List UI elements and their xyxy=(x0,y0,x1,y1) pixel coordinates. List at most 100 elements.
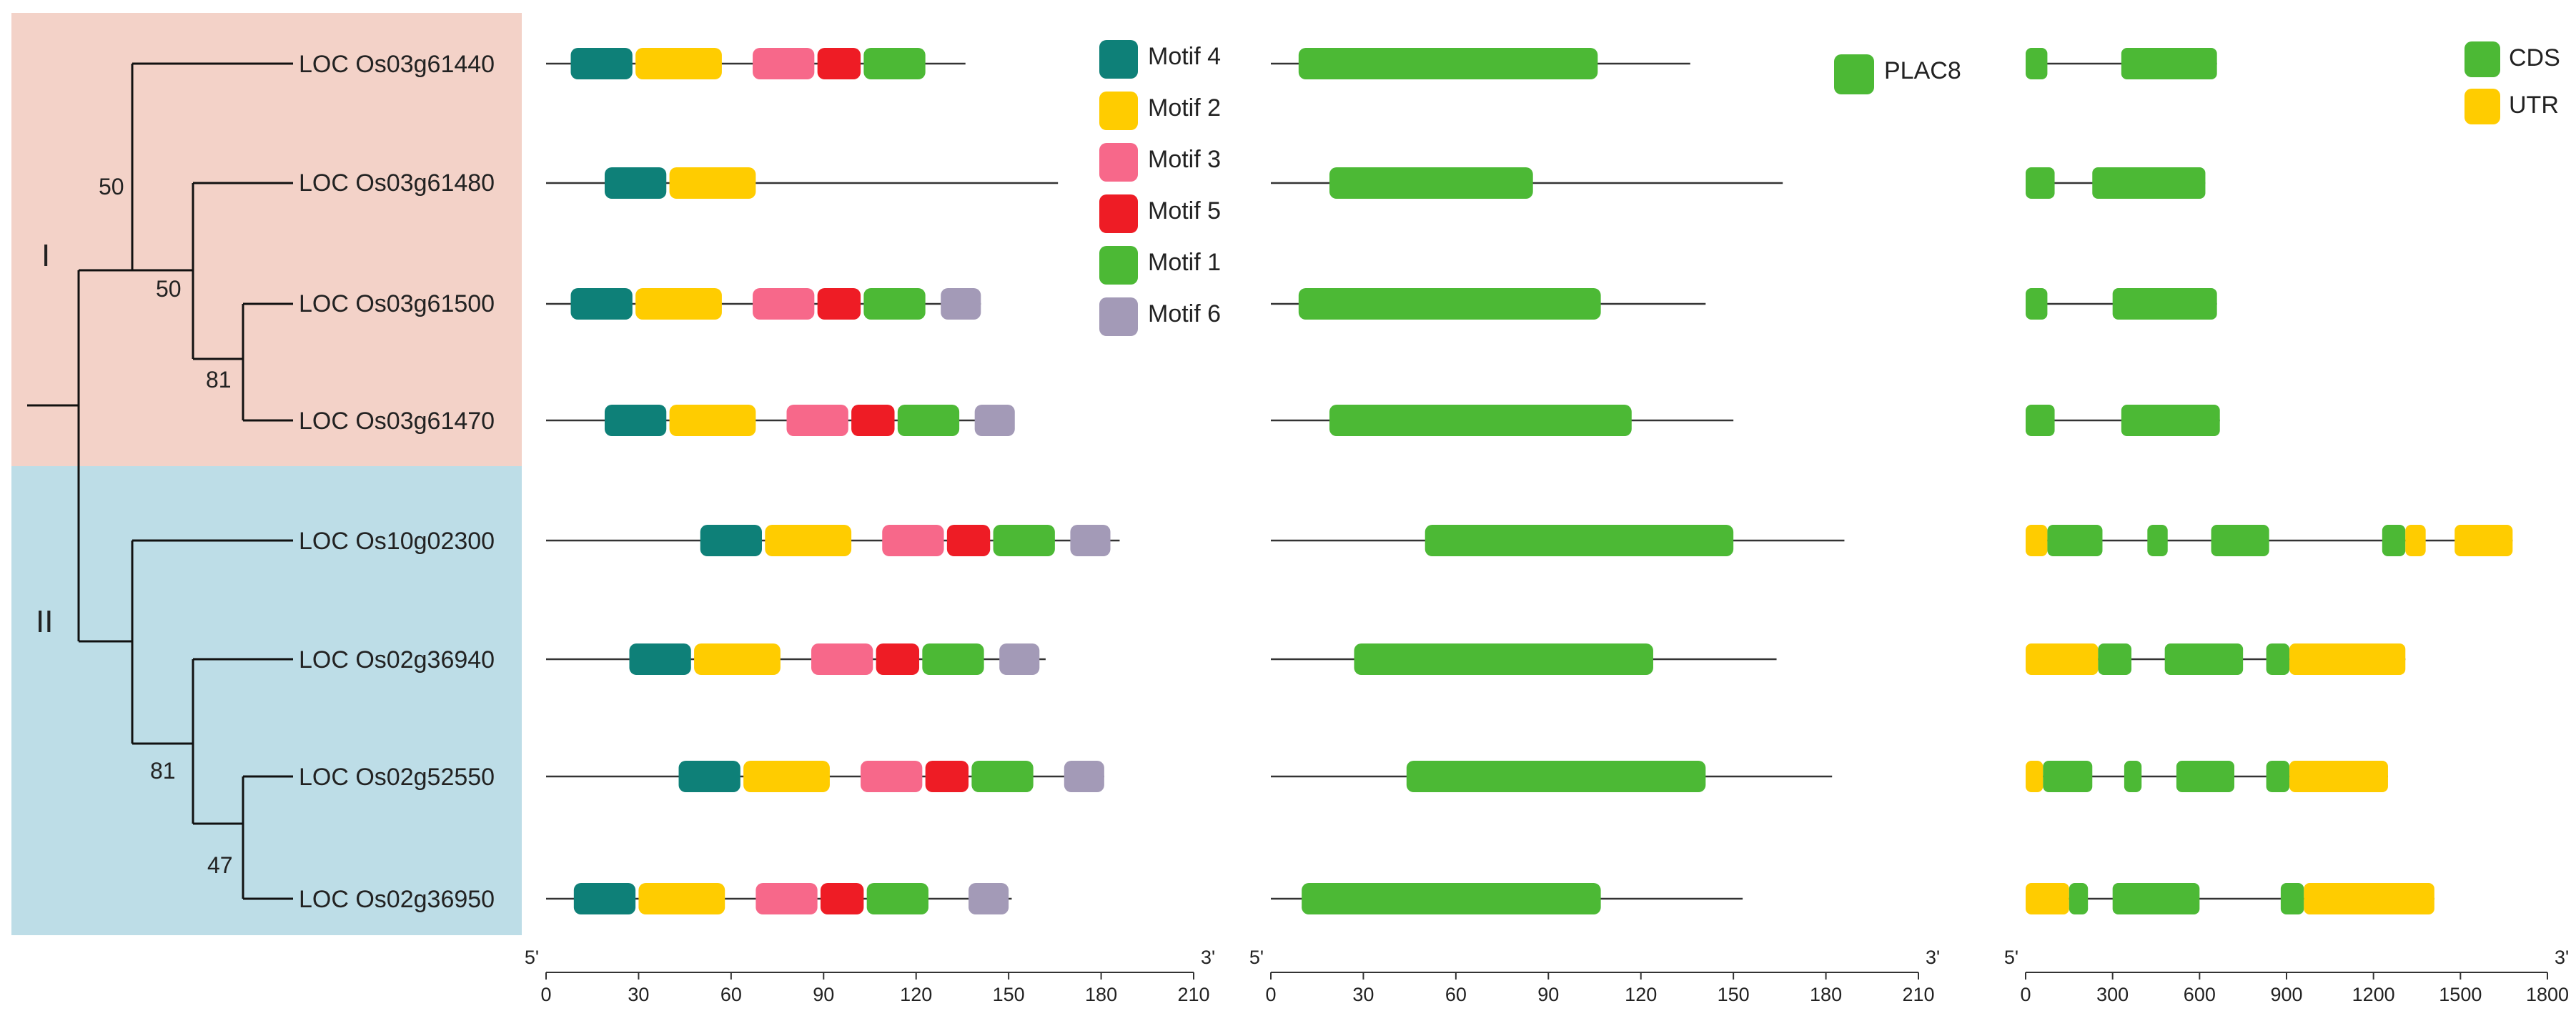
motif-6-legend-label: Motif 6 xyxy=(1148,300,1221,327)
motif-box xyxy=(700,525,762,556)
utr-exon xyxy=(2026,883,2069,914)
axis-tick-label: 30 xyxy=(628,984,649,1005)
axis-tick-label: 210 xyxy=(1902,984,1934,1005)
motif-box xyxy=(694,643,781,675)
motif-2-legend-label: Motif 2 xyxy=(1148,94,1221,122)
motif-box xyxy=(629,643,691,675)
motif-box xyxy=(786,405,848,436)
utr-exon xyxy=(2304,883,2434,914)
five-prime-label: 5' xyxy=(1249,947,1264,968)
gene-label: LOC Os02g36950 xyxy=(299,886,495,913)
axis-tick-label: 150 xyxy=(1718,984,1750,1005)
cds-exon xyxy=(2121,48,2217,79)
axis-tick-label: 120 xyxy=(900,984,932,1005)
utr-exon xyxy=(2289,761,2388,792)
plac8-domain-box xyxy=(1329,405,1632,436)
utr-exon xyxy=(2405,525,2426,556)
cds-exon xyxy=(2382,525,2406,556)
motif-5-swatch xyxy=(1099,194,1138,233)
cds-exon xyxy=(2164,643,2244,675)
motif-box xyxy=(765,525,852,556)
three-prime-label: 3' xyxy=(1926,947,1940,968)
motif-box xyxy=(753,288,815,320)
axis-tick-label: 1500 xyxy=(2439,984,2482,1005)
three-prime-label: 3' xyxy=(2555,947,2569,968)
cds-exon xyxy=(2112,883,2200,914)
five-prime-label: 5' xyxy=(2004,947,2018,968)
motif-box xyxy=(946,525,991,556)
plac8-domain-box xyxy=(1298,288,1601,320)
cds-exon xyxy=(2176,761,2234,792)
cds-exon xyxy=(2112,288,2217,320)
cds-exon xyxy=(2026,288,2048,320)
motif-box xyxy=(999,643,1040,675)
motif-4-legend-label: Motif 4 xyxy=(1148,43,1221,70)
cds-exon xyxy=(2026,405,2055,436)
clade-i-background xyxy=(11,13,522,466)
motif-panel: 0 30 60 90 120 150 180 210 5' 3' xyxy=(525,48,1215,1005)
plac8-domain-box xyxy=(1406,761,1706,792)
motif-box xyxy=(1064,761,1104,792)
cds-exon xyxy=(2069,883,2089,914)
motif-box xyxy=(922,643,984,675)
phylogenetic-tree xyxy=(27,62,293,900)
utr-swatch xyxy=(2464,89,2500,124)
utr-exon xyxy=(2289,643,2406,675)
axis-tick-label: 1800 xyxy=(2526,984,2569,1005)
axis-tick-label: 180 xyxy=(1085,984,1117,1005)
motif-box xyxy=(897,405,960,436)
motif-box xyxy=(743,761,830,792)
utr-exon xyxy=(2454,525,2513,556)
axis-tick-label: 60 xyxy=(1445,984,1467,1005)
cds-exon xyxy=(2147,525,2168,556)
motif-box xyxy=(866,883,928,914)
gene-label: LOC Os02g52550 xyxy=(299,764,495,791)
five-prime-label: 5' xyxy=(525,947,539,968)
gene-label: LOC Os10g02300 xyxy=(299,528,495,555)
motif-box xyxy=(974,405,1015,436)
motif-box xyxy=(817,288,861,320)
motif-box xyxy=(753,48,815,79)
axis-tick-label: 120 xyxy=(1625,984,1657,1005)
axis-tick-label: 210 xyxy=(1177,984,1209,1005)
gene-label: LOC Os03g61440 xyxy=(299,51,495,78)
axis-tick-label: 60 xyxy=(720,984,742,1005)
motif-6-swatch xyxy=(1099,297,1138,336)
axis-tick-label: 30 xyxy=(1352,984,1374,1005)
motif-5-legend-label: Motif 5 xyxy=(1148,197,1221,225)
motif-box xyxy=(604,167,667,199)
motif-box xyxy=(817,48,861,79)
motif-box xyxy=(573,883,636,914)
cds-exon xyxy=(2121,405,2220,436)
motif-box xyxy=(993,525,1055,556)
motif-box xyxy=(1070,525,1111,556)
cds-exon xyxy=(2026,48,2048,79)
cds-exon xyxy=(2043,761,2093,792)
gene-label: LOC Os03g61500 xyxy=(299,290,495,317)
cds-swatch xyxy=(2464,41,2500,77)
motif-1-legend-label: Motif 1 xyxy=(1148,249,1221,276)
axis-tick-label: 0 xyxy=(1265,984,1276,1005)
cds-legend-label: CDS xyxy=(2509,44,2560,71)
cds-exon xyxy=(2026,167,2055,199)
motif-2-swatch xyxy=(1099,92,1138,130)
motif-box xyxy=(638,883,725,914)
axis-tick-label: 90 xyxy=(1537,984,1559,1005)
bootstrap-value: 81 xyxy=(206,367,232,393)
motif-3-legend-label: Motif 3 xyxy=(1148,146,1221,173)
axis-tick-label: 0 xyxy=(540,984,551,1005)
motif-box xyxy=(882,525,944,556)
bootstrap-value: 81 xyxy=(150,758,176,784)
motif-box xyxy=(969,883,1009,914)
cds-exon xyxy=(2047,525,2103,556)
utr-exon xyxy=(2026,525,2048,556)
domain-legend: PLAC8 xyxy=(1834,54,1961,94)
motif-box xyxy=(941,288,981,320)
cds-exon xyxy=(2266,761,2290,792)
axis-tick-label: 0 xyxy=(2020,984,2031,1005)
plac8-domain-box xyxy=(1302,883,1601,914)
cds-exon xyxy=(2280,883,2304,914)
plac8-swatch xyxy=(1834,54,1874,94)
motif-box xyxy=(861,761,923,792)
